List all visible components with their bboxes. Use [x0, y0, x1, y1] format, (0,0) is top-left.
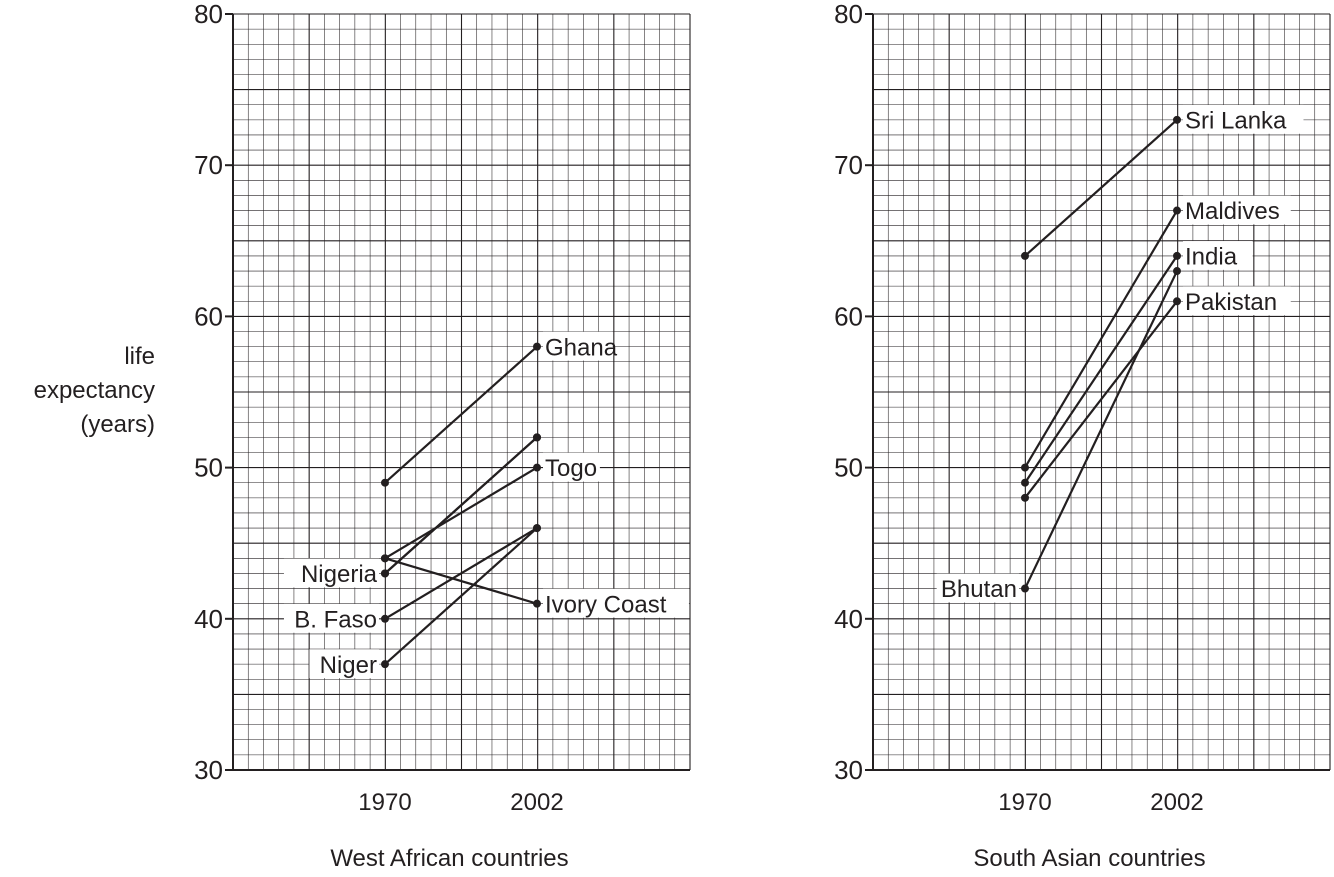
series-pakistan: Pakistan [1021, 286, 1291, 502]
x-tick-label: 1970 [998, 789, 1051, 816]
series-label: Sri Lanka [1185, 107, 1287, 134]
y-tick-label: 80 [194, 0, 223, 29]
y-tick-label: 80 [834, 0, 863, 29]
y-tick-label: 60 [834, 301, 863, 331]
series-sri-lanka: Sri Lanka [1021, 104, 1304, 260]
y-tick-label: 40 [194, 604, 223, 634]
series-india: India [1021, 241, 1253, 487]
series-line [384, 345, 538, 484]
data-point [533, 433, 541, 442]
series-line [384, 527, 538, 620]
series-line [384, 527, 538, 665]
data-point [533, 599, 541, 608]
series-line [1024, 300, 1178, 499]
y-axis-title-line-1: life [124, 343, 155, 370]
series-label-bg [1183, 195, 1291, 225]
data-point [381, 614, 389, 623]
series-label-bg [1183, 241, 1253, 270]
south-asia-chart: 30 40 50 60 70 80 1970 2002 South Asian countrie… [834, 0, 1331, 872]
data-point [1021, 493, 1029, 502]
series-niger: Niger [309, 524, 541, 679]
y-tick-label: 50 [834, 453, 863, 483]
grid [232, 13, 691, 771]
series-label-bg [543, 331, 613, 361]
west-africa-chart: 30 40 50 60 70 80 1970 2002 West African countri… [194, 0, 691, 872]
series-label-bg [543, 452, 600, 482]
x-axis-title: South Asian countries [973, 845, 1205, 872]
series-line [1024, 119, 1178, 257]
series-label: Togo [545, 455, 597, 482]
series-label: Niger [320, 652, 377, 679]
series-line [384, 557, 538, 605]
y-tick-label: 30 [194, 755, 223, 785]
series-line [1024, 270, 1178, 590]
data-point [1021, 584, 1029, 593]
data-point [381, 478, 389, 487]
data-point [533, 524, 541, 533]
x-tick-label: 2002 [510, 789, 563, 816]
series-label-bg [543, 588, 689, 618]
series-label-bg [1183, 104, 1304, 134]
series-line [384, 436, 538, 575]
series-label-bg [309, 649, 379, 679]
series-label: Ghana [545, 334, 618, 361]
x-axis-title: West African countries [330, 845, 568, 872]
data-point [1021, 251, 1029, 260]
series-label: Ivory Coast [545, 591, 667, 618]
data-point [533, 342, 541, 351]
y-tick-label: 40 [834, 604, 863, 634]
series-label-bg [1183, 286, 1291, 316]
y-axis-title-line-2: expectancy [33, 377, 155, 404]
y-tick-label: 60 [194, 301, 223, 331]
y-tick-label: 70 [194, 150, 223, 180]
series-maldives: Maldives [1021, 195, 1291, 472]
data-point [1173, 206, 1181, 215]
series-bhutan: Bhutan [936, 267, 1181, 603]
y-tick-label: 70 [834, 150, 863, 180]
data-point [533, 463, 541, 472]
y-tick-label: 30 [834, 755, 863, 785]
x-tick-label: 1970 [358, 789, 411, 816]
series-label-bg [283, 558, 379, 588]
series-label: Pakistan [1185, 289, 1277, 316]
data-point [1173, 297, 1181, 306]
series-ghana: Ghana [381, 331, 618, 487]
data-point [1173, 251, 1181, 260]
data-point [1173, 267, 1181, 276]
series-line [1024, 210, 1178, 469]
series-line [1024, 255, 1178, 484]
data-point [381, 569, 389, 578]
series-line [384, 466, 538, 560]
series-b-faso: B. Faso [283, 524, 541, 633]
series-label: Bhutan [941, 576, 1017, 603]
series-label-bg [936, 573, 1019, 603]
series-nigeria: Nigeria [283, 433, 541, 588]
series-label: B. Faso [294, 606, 377, 633]
series-ivory-coast: Ivory Coast [381, 554, 689, 618]
series-label: India [1185, 244, 1238, 271]
series-togo: Togo [381, 452, 600, 563]
series-label: Nigeria [301, 561, 378, 588]
data-point [1173, 115, 1181, 124]
series-label: Maldives [1185, 198, 1280, 225]
data-point [1021, 463, 1029, 472]
x-tick-label: 2002 [1150, 789, 1203, 816]
series-label-bg [283, 603, 379, 633]
y-tick-label: 50 [194, 453, 223, 483]
data-point [381, 554, 389, 563]
data-point [1021, 478, 1029, 487]
y-axis-title-line-3: (years) [80, 411, 155, 438]
data-point [381, 660, 389, 669]
